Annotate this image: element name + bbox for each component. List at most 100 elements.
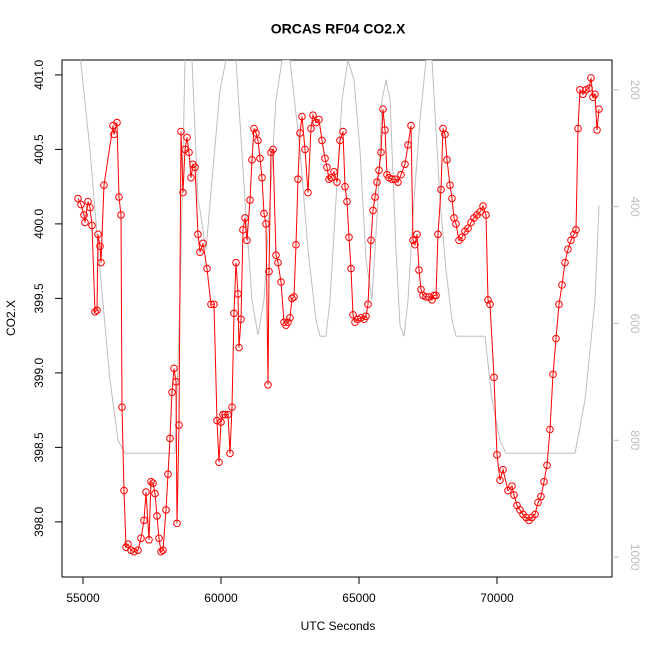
data-point — [284, 318, 292, 327]
y-tick-label: 400.0 — [32, 209, 46, 239]
data-point — [170, 364, 178, 373]
data-point — [371, 193, 379, 201]
data-point — [140, 516, 148, 525]
data-point — [330, 167, 338, 176]
data-point — [113, 118, 121, 127]
data-point — [482, 211, 490, 219]
plot-box — [61, 59, 613, 578]
data-point — [252, 129, 260, 137]
data-point — [595, 105, 603, 113]
data-point — [294, 175, 302, 183]
data-point — [464, 224, 472, 233]
data-point — [333, 178, 341, 186]
data-point — [246, 196, 254, 204]
data-point — [428, 296, 436, 304]
data-point — [543, 461, 551, 470]
data-point — [292, 240, 300, 249]
data-point — [373, 178, 381, 186]
data-point — [100, 181, 108, 189]
data-line — [77, 77, 600, 553]
y2-tick-label: 200 — [628, 80, 642, 100]
x-tick-label: 60000 — [204, 591, 238, 605]
data-point — [137, 534, 145, 543]
data-point — [254, 136, 262, 145]
data-point — [572, 226, 580, 234]
data-point — [159, 546, 167, 554]
data-point — [349, 310, 357, 319]
data-point — [432, 291, 440, 300]
data-point — [534, 498, 542, 507]
data-point — [173, 519, 181, 528]
data-point — [558, 281, 566, 289]
data-point — [394, 178, 402, 186]
data-point — [142, 488, 150, 496]
data-point — [88, 221, 96, 230]
data-point — [77, 200, 85, 209]
data-point — [219, 410, 227, 419]
data-point — [555, 300, 563, 309]
y2-tick-label: 600 — [628, 313, 642, 333]
data-point — [341, 182, 349, 191]
chart-title: ORCAS RF04 CO2.X — [271, 21, 406, 37]
data-point — [476, 208, 484, 216]
x-tick-label: 70000 — [480, 591, 514, 605]
data-point — [301, 145, 309, 154]
data-point — [510, 491, 518, 499]
data-point — [397, 170, 405, 179]
data-point — [479, 202, 487, 210]
data-point — [96, 242, 104, 251]
data-point — [264, 381, 272, 389]
data-point — [593, 126, 601, 134]
data-point — [411, 240, 419, 249]
data-point — [499, 465, 507, 474]
y-axis-label: CO2.X — [4, 300, 18, 336]
data-point — [369, 206, 377, 215]
data-point — [145, 535, 153, 544]
data-point — [375, 166, 383, 175]
data-point — [343, 197, 351, 206]
data-point — [207, 300, 215, 309]
data-point — [531, 510, 539, 519]
data-point — [345, 233, 353, 242]
data-point — [234, 290, 242, 298]
data-point — [307, 124, 315, 133]
data-point — [86, 203, 94, 212]
data-point — [377, 148, 385, 157]
data-point — [493, 451, 501, 459]
data-point — [149, 479, 157, 487]
y2-tick-label: 1000 — [628, 544, 642, 571]
data-point — [540, 477, 548, 486]
data-point — [224, 410, 232, 419]
data-point — [168, 388, 176, 397]
data-point — [570, 230, 578, 239]
data-point — [277, 278, 285, 286]
data-point — [304, 188, 312, 197]
data-point — [81, 218, 89, 227]
data-point — [258, 173, 266, 182]
data-point — [196, 248, 204, 256]
data-point — [415, 266, 423, 274]
data-point — [274, 258, 282, 267]
data-point — [388, 175, 396, 183]
data-point — [213, 416, 221, 425]
data-point — [309, 111, 317, 119]
data-point — [549, 370, 557, 379]
data-point — [221, 410, 229, 419]
x-axis-label: UTC Seconds — [301, 619, 376, 633]
data-point — [226, 449, 234, 458]
data-point — [323, 163, 331, 172]
data-point — [157, 547, 165, 556]
y2-tick-label: 800 — [628, 430, 642, 450]
data-point — [441, 130, 449, 139]
data-point — [191, 163, 199, 172]
data-point — [260, 209, 268, 218]
data-point — [537, 492, 545, 501]
data-point — [228, 403, 236, 411]
data-point — [199, 239, 207, 248]
data-point — [422, 293, 430, 301]
data-point — [248, 156, 256, 164]
data-point — [362, 312, 370, 321]
data-point — [164, 470, 172, 478]
data-point — [484, 296, 492, 304]
data-point — [490, 373, 498, 382]
